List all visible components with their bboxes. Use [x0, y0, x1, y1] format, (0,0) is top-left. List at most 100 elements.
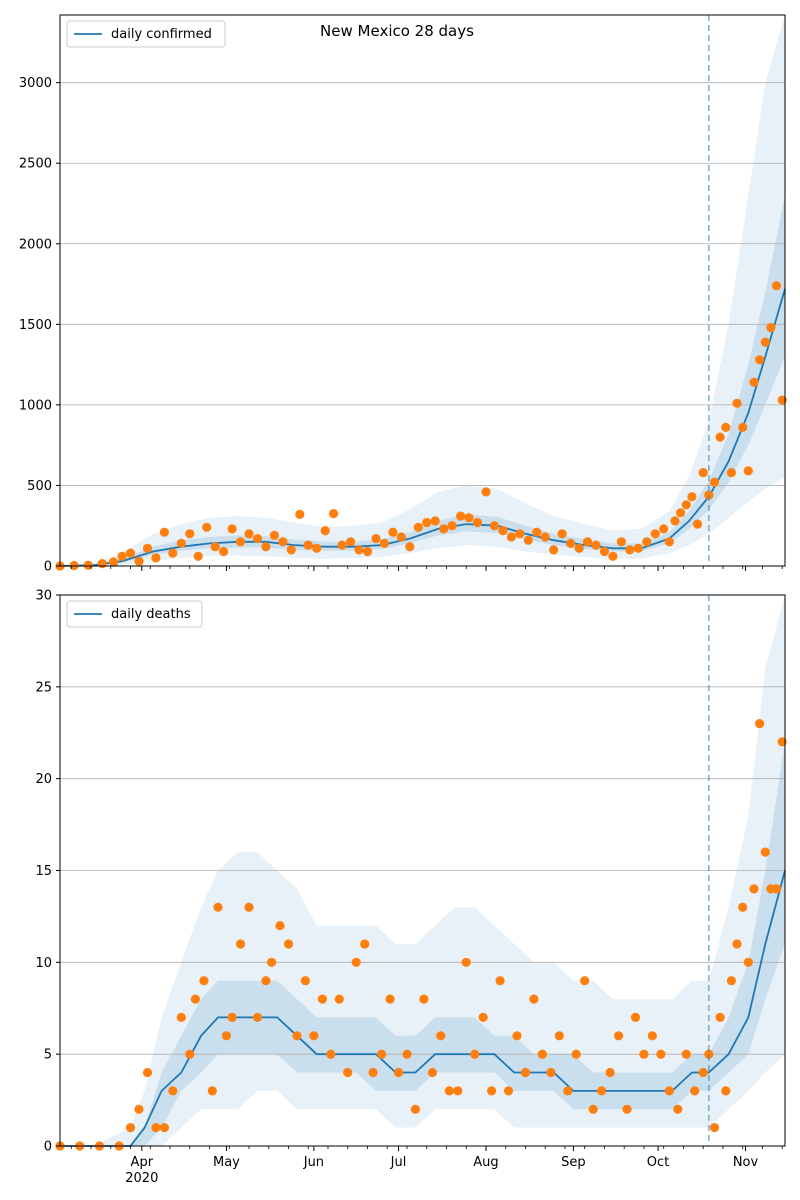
deaths-data-point: [419, 994, 429, 1004]
deaths-data-point: [520, 1067, 531, 1078]
deaths-data-point: [252, 1012, 263, 1023]
deaths-data-point: [554, 1031, 564, 1041]
confirmed-data-point: [670, 516, 680, 526]
deaths-data-point: [261, 976, 271, 986]
deaths-data-point: [292, 1031, 302, 1041]
confirmed-data-point: [371, 534, 381, 544]
confirmed-data-point: [489, 521, 499, 531]
legend-box: [66, 20, 226, 48]
confirmed-data-point: [582, 537, 593, 547]
deaths-data-point: [221, 1031, 231, 1041]
confirmed-data-point: [219, 546, 229, 557]
deaths-data-point: [563, 1086, 573, 1096]
confirmed-y-tick-label: 1000: [19, 398, 52, 413]
confirmed-data-point: [320, 526, 330, 536]
deaths-x-tick-label: Oct: [647, 1155, 669, 1170]
deaths-data-point: [704, 1049, 714, 1059]
confirmed-data-point: [125, 548, 136, 558]
confirmed-data-point: [97, 559, 107, 569]
deaths-observed-points: [55, 719, 787, 1151]
confirmed-data-point: [506, 532, 516, 542]
confirmed-data-point: [329, 508, 339, 519]
confirmed-data-point: [557, 529, 567, 539]
deaths-data-point: [760, 847, 770, 857]
deaths-x-tick-label: Sep: [561, 1155, 586, 1170]
confirmed-data-point: [692, 519, 703, 529]
deaths-x-tick-label: Nov: [733, 1155, 759, 1170]
deaths-x-tick-label: May: [213, 1155, 240, 1170]
confirmed-legend: daily confirmed: [66, 20, 226, 48]
deaths-data-point: [393, 1067, 404, 1078]
confirmed-data-point: [193, 551, 203, 561]
confirmed-data-point: [159, 527, 169, 537]
confirmed-data-point: [681, 500, 691, 510]
deaths-data-point: [537, 1049, 548, 1059]
confirmed-data-point: [362, 546, 373, 557]
confirmed-uncertainty-bands: [60, 15, 785, 566]
confirmed-data-point: [709, 477, 720, 487]
deaths-data-point: [639, 1049, 649, 1059]
deaths-legend: daily deaths: [66, 600, 203, 628]
confirmed-data-point: [687, 492, 697, 502]
confirmed-data-point: [252, 534, 263, 544]
confirmed-data-point: [540, 532, 550, 542]
deaths-x-tick-label: Aug: [473, 1155, 498, 1170]
deaths-data-point: [176, 1012, 186, 1023]
deaths-data-point: [709, 1123, 720, 1133]
confirmed-y-tick-label: 1500: [19, 318, 52, 333]
confirmed-data-point: [303, 540, 313, 550]
confirmed-y-axis: 0 500 1000 1500 2000 2500 3000: [19, 76, 60, 575]
deaths-data-point: [427, 1067, 437, 1078]
deaths-data-point: [142, 1067, 153, 1078]
confirmed-data-point: [176, 538, 186, 549]
deaths-data-point: [227, 1012, 237, 1023]
deaths-data-point: [771, 884, 782, 894]
deaths-data-point: [368, 1067, 378, 1078]
legend-box: [66, 600, 203, 628]
deaths-data-point: [436, 1031, 446, 1041]
confirmed-data-point: [286, 545, 296, 555]
deaths-data-point: [673, 1104, 683, 1114]
deaths-y-tick-label: 10: [35, 956, 52, 971]
confirmed-data-point: [396, 532, 406, 542]
confirmed-y-tick-label: 500: [27, 479, 52, 494]
confirmed-data-point: [760, 337, 770, 347]
deaths-data-point: [743, 957, 753, 967]
deaths-data-point: [159, 1123, 169, 1133]
confirmed-data-point: [664, 537, 674, 547]
confirmed-data-point: [599, 546, 610, 557]
deaths-data-point: [755, 719, 765, 729]
deaths-data-point: [630, 1012, 641, 1023]
deaths-data-point: [343, 1067, 353, 1078]
deaths-y-axis: 0 5 10 15 20 25 30: [35, 589, 60, 1155]
deaths-data-point: [580, 976, 590, 986]
deaths-data-point: [377, 1049, 387, 1059]
confirmed-band-outer: [60, 15, 785, 566]
confirmed-data-point: [405, 542, 415, 552]
confirmed-data-point: [650, 529, 660, 539]
deaths-data-point: [732, 939, 742, 949]
confirmed-data-point: [771, 281, 782, 291]
deaths-data-point: [410, 1104, 420, 1114]
confirmed-data-point: [422, 517, 432, 528]
confirmed-data-point: [574, 543, 584, 553]
deaths-data-point: [546, 1067, 556, 1078]
deaths-data-point: [190, 994, 200, 1004]
deaths-y-tick-label: 25: [35, 680, 52, 695]
deaths-data-point: [168, 1086, 178, 1096]
confirmed-data-point: [261, 542, 271, 552]
deaths-data-point: [461, 957, 471, 967]
confirmed-data-point: [430, 516, 440, 526]
confirmed-data-point: [532, 527, 542, 537]
legend-label-daily-deaths: daily deaths: [111, 607, 191, 622]
deaths-data-point: [588, 1104, 598, 1114]
deaths-data-point: [749, 884, 759, 894]
deaths-data-point: [738, 902, 748, 912]
deaths-band-outer: [60, 595, 785, 1146]
confirmed-data-point: [235, 537, 246, 547]
confirmed-data-point: [625, 545, 635, 555]
confirmed-observed-points: [55, 281, 787, 571]
deaths-data-point: [721, 1086, 731, 1096]
deaths-data-point: [185, 1049, 195, 1059]
